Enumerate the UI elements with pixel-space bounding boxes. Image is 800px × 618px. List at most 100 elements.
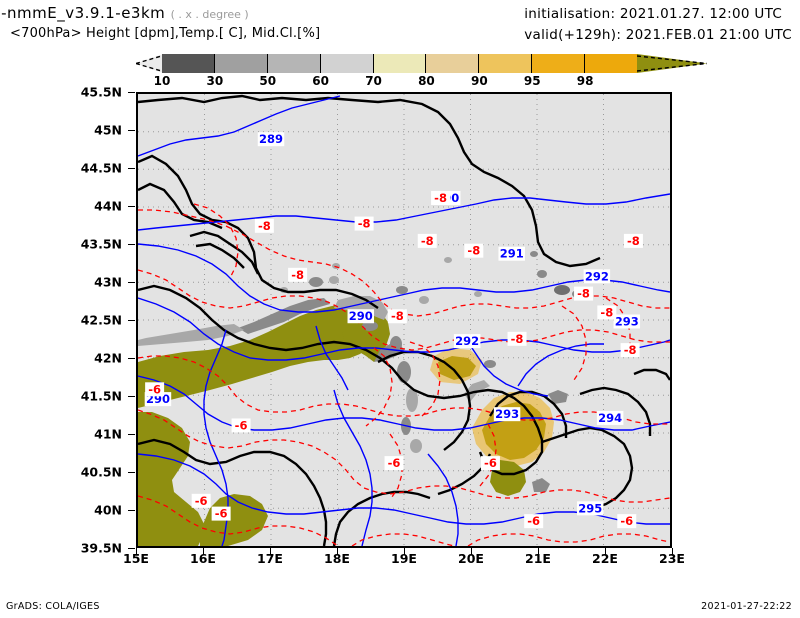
contour-label-bg	[623, 233, 643, 248]
x-axis-label-22E: 22E	[592, 551, 618, 566]
contour-label-bg	[453, 334, 481, 349]
y-axis-tick	[128, 206, 135, 207]
contour-label-bg	[464, 243, 484, 258]
contour-label--6: -6	[620, 514, 633, 528]
contour-label-bg	[354, 216, 374, 231]
colorbar-under-arrow	[136, 54, 163, 73]
contour-label-bg	[191, 493, 211, 508]
colorbar-over-arrow	[637, 54, 707, 73]
contour-label-294: 294	[598, 411, 622, 425]
contour-label-bg	[417, 233, 437, 248]
y-axis-label-42N: 42N	[94, 350, 122, 366]
y-axis-label-40N: 40N	[94, 502, 122, 518]
y-axis-tick	[128, 168, 135, 169]
contour-label-bg	[211, 506, 231, 521]
contour-label-bg	[431, 190, 451, 205]
x-axis-tick	[404, 548, 405, 555]
x-axis-tick	[672, 548, 673, 555]
header-right-block: initialisation: 2021.01.27. 12:00 UTC va…	[524, 6, 792, 43]
contour-label-bg	[613, 314, 641, 329]
contour-label-bg	[583, 269, 611, 284]
x-axis-tick	[538, 548, 539, 555]
y-axis-label-41N: 41N	[94, 426, 122, 442]
colorbar-segment-6	[479, 54, 533, 73]
contour-label--8: -8	[291, 268, 304, 282]
contour-label--8: -8	[391, 309, 404, 323]
y-axis-label-44.5N: 44.5N	[80, 160, 122, 176]
contour-label-bg	[145, 382, 165, 397]
x-axis-label-15E: 15E	[123, 551, 149, 566]
model-title-text: F-nmmE_v3.9.1-e3km	[0, 4, 166, 22]
contour-label--8: -8	[511, 332, 524, 346]
contour-label--8: -8	[627, 234, 640, 248]
contour-label-289: 289	[259, 132, 283, 146]
colorbar-segment-4	[373, 54, 427, 73]
x-axis-tick	[136, 548, 137, 555]
x-axis-label-20E: 20E	[458, 551, 484, 566]
y-axis-label-43N: 43N	[94, 274, 122, 290]
valid-time-label: valid(+129h): 2021.FEB.01 21:00 UTC	[524, 27, 792, 43]
y-axis-tick	[128, 282, 135, 283]
map-plot-area[interactable]: 289290290290291292292293293294295-8-8-8-…	[136, 92, 672, 548]
colorbar-tick-30: 30	[206, 74, 224, 88]
x-axis-tick	[337, 548, 338, 555]
contour-label-bg	[498, 246, 525, 261]
y-axis-label-42.5N: 42.5N	[80, 312, 122, 328]
contour-label--6: -6	[195, 494, 208, 508]
map-canvas: 289290290290291292292293293294295-8-8-8-…	[138, 94, 670, 546]
footer-source: GrADS: COLA/IGES	[6, 601, 100, 612]
y-axis-tick	[128, 472, 135, 473]
contour-label-bg	[257, 132, 285, 147]
contour-label-bg	[596, 410, 624, 425]
y-axis-label-39.5N: 39.5N	[80, 540, 122, 556]
colorbar-segment-1	[214, 54, 268, 73]
contour-label-bg	[480, 456, 500, 471]
y-axis-tick	[128, 244, 135, 245]
contour-label--8: -8	[600, 305, 613, 319]
y-axis-tick	[128, 434, 135, 435]
colorbar-segment-3	[320, 54, 374, 73]
colorbar-ticklabels: 10 30 50 60 70 80 90 95 98	[154, 73, 638, 88]
contour-label--8: -8	[358, 217, 371, 231]
colorbar-tick-60: 60	[312, 74, 330, 88]
height-contours	[138, 95, 670, 546]
model-title: F-nmmE_v3.9.1-e3km ( . x . degree )	[0, 4, 430, 22]
x-axis-label-19E: 19E	[391, 551, 417, 566]
contour-label-bg	[254, 218, 274, 233]
x-axis-label-17E: 17E	[257, 551, 283, 566]
contour-label-bg	[507, 331, 527, 346]
y-axis-label-45N: 45N	[94, 122, 122, 138]
x-axis-tick	[471, 548, 472, 555]
contour-label--8: -8	[258, 219, 271, 233]
contour-label-bg	[387, 309, 407, 324]
initialisation-label: initialisation: 2021.01.27. 12:00 UTC	[524, 6, 783, 22]
contour-label-bg	[231, 418, 251, 433]
y-axis-tick	[128, 92, 135, 93]
contour-label--6: -6	[527, 514, 540, 528]
y-axis-tick	[128, 548, 135, 549]
x-axis-tick	[203, 548, 204, 555]
model-resolution-text: ( . x . degree )	[170, 8, 249, 21]
contour-label-bg	[288, 267, 308, 282]
colorbar-segment-5	[426, 54, 480, 73]
colorbar-tick-95: 95	[523, 74, 541, 88]
colorbar-segment-0	[162, 54, 215, 73]
x-axis-label-21E: 21E	[525, 551, 551, 566]
contour-label--8: -8	[434, 191, 447, 205]
fields-title: <700hPa> Height [dpm],Temp.[ C], Mid.Cl.…	[10, 26, 321, 41]
contour-label--6: -6	[148, 382, 161, 396]
colorbar: 10 30 50 60 70 80 90 95 98	[136, 54, 707, 88]
contour-label-bg	[524, 514, 544, 529]
colorbar-tick-80: 80	[418, 74, 435, 88]
contour-label-290: 290	[349, 309, 373, 323]
contour-label-293: 293	[615, 315, 639, 329]
contour-label-bg	[574, 286, 594, 301]
colorbar-tick-10: 10	[153, 74, 171, 88]
contour-label--8: -8	[624, 343, 637, 357]
contour-label-bg	[384, 456, 404, 471]
contour-label-bg	[493, 407, 521, 422]
contour-label--6: -6	[388, 456, 401, 470]
contour-label-bg	[620, 343, 640, 358]
y-axis-label-45.5N: 45.5N	[80, 84, 122, 100]
y-axis-tick	[128, 396, 135, 397]
